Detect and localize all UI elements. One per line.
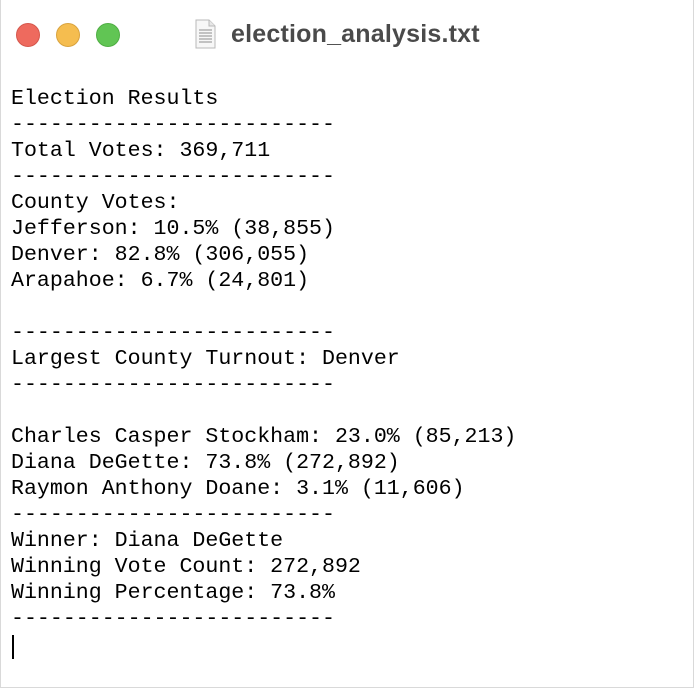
text-line: Total Votes: 369,711: [11, 139, 271, 163]
text-line: [11, 398, 683, 424]
text-line: -------------------------: [11, 165, 335, 189]
text-line: Largest County Turnout: Denver: [11, 347, 400, 371]
text-line: County Votes:: [11, 191, 180, 215]
text-line: Denver: 82.8% (306,055): [11, 243, 310, 267]
text-line: Winning Vote Count: 272,892: [11, 555, 361, 579]
text-line: Raymon Anthony Doane: 3.1% (11,606): [11, 477, 465, 501]
text-editor-content[interactable]: Election Results -----------------------…: [11, 86, 683, 632]
title-bar[interactable]: election_analysis.txt: [1, 0, 693, 68]
text-line: [11, 294, 683, 320]
window-title: election_analysis.txt: [231, 19, 480, 48]
text-line: -------------------------: [11, 607, 335, 631]
text-line: Diana DeGette: 73.8% (272,892): [11, 451, 400, 475]
text-cursor: [12, 635, 14, 659]
zoom-window-button[interactable]: [96, 23, 120, 47]
text-line: Charles Casper Stockham: 23.0% (85,213): [11, 425, 517, 449]
minimize-window-button[interactable]: [56, 23, 80, 47]
text-line: Arapahoe: 6.7% (24,801): [11, 269, 310, 293]
close-window-button[interactable]: [16, 23, 40, 47]
text-line: -------------------------: [11, 113, 335, 137]
text-line: Winning Percentage: 73.8%: [11, 581, 335, 605]
text-line: Election Results: [11, 87, 219, 111]
text-document-icon: [195, 19, 216, 49]
text-line: -------------------------: [11, 503, 335, 527]
text-line: -------------------------: [11, 373, 335, 397]
text-line: -------------------------: [11, 321, 335, 345]
window-title-area: election_analysis.txt: [193, 18, 480, 50]
text-line: Jefferson: 10.5% (38,855): [11, 217, 335, 241]
text-line: Winner: Diana DeGette: [11, 529, 284, 553]
